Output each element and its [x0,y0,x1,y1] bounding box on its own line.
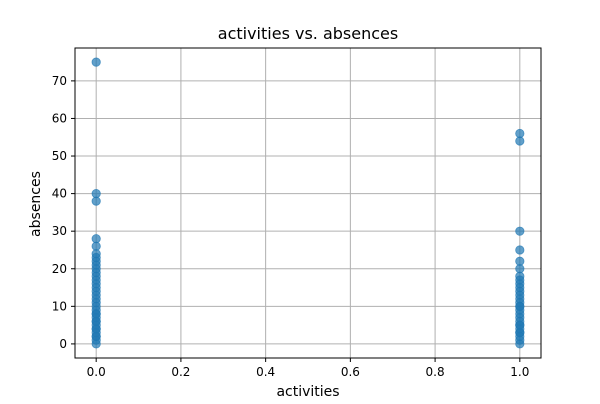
x-tick-label: 0.4 [256,365,275,379]
x-tick-label: 0.6 [341,365,360,379]
y-tick-label: 10 [52,299,67,313]
x-tick-label: 0.8 [426,365,445,379]
y-tick-label: 60 [52,111,67,125]
grid [75,48,541,358]
y-tick-label: 50 [52,149,67,163]
scatter-point [515,256,525,266]
y-axis-label: absences [28,171,44,237]
x-axis-label: activities [276,384,339,400]
x-tick-label: 0.0 [87,365,106,379]
axis-ticks: 0.0 0.2 0.4 0.6 0.8 1.0 0 10 20 30 40 50 60 70 [52,74,530,379]
scatter-point [91,234,101,244]
plot-frame [74,47,542,359]
scatter-point [91,309,101,319]
x-tick-label: 1.0 [510,365,529,379]
x-tick-label: 0.2 [171,365,190,379]
y-tick-label: 20 [52,262,67,276]
scatter-point [515,320,525,330]
scatter-point [91,57,101,67]
data-points [91,57,525,349]
scatter-point [515,301,525,311]
chart-title: activities vs. absences [218,24,398,43]
scatter-point [515,245,525,255]
scatter-point [515,226,525,236]
y-tick-label: 30 [52,224,67,238]
y-tick-label: 0 [59,337,67,351]
y-tick-label: 40 [52,187,67,201]
scatter-point [515,128,525,139]
y-tick-label: 70 [52,74,67,88]
scatter-point [91,189,101,199]
